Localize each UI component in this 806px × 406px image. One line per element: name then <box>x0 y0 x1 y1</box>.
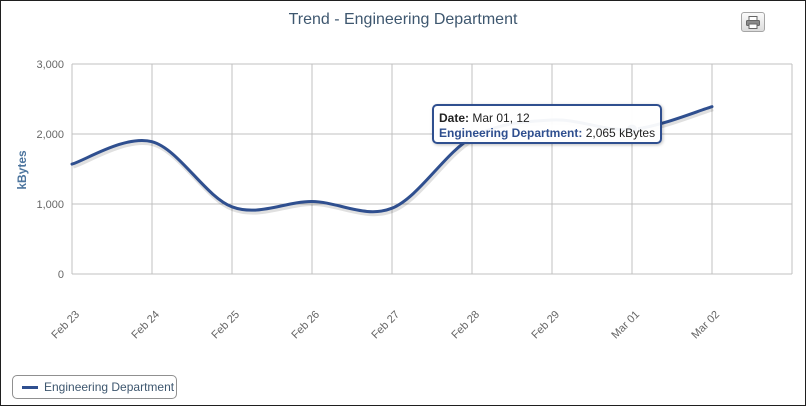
x-tick-label: Feb 28 <box>449 309 482 342</box>
print-button[interactable] <box>741 12 765 32</box>
x-tick-label: Feb 23 <box>49 309 82 342</box>
x-tick-label: Feb 24 <box>129 309 162 342</box>
legend-item-engineering-department[interactable]: Engineering Department <box>12 375 177 399</box>
y-tick-label: 1,000 <box>36 199 64 211</box>
tooltip-date-value: Mar 01, 12 <box>472 111 530 125</box>
tooltip: Date: Mar 01, 12 Engineering Department:… <box>432 104 662 144</box>
legend-swatch <box>22 386 38 389</box>
tooltip-value-row: Engineering Department: 2,065 kBytes <box>439 126 660 141</box>
tooltip-series-label: Engineering Department: <box>439 126 583 140</box>
x-tick-label: Feb 27 <box>369 309 402 342</box>
tooltip-date-label: Date: <box>439 111 470 125</box>
tooltip-date-row: Date: Mar 01, 12 <box>439 111 660 126</box>
y-tick-label: 2,000 <box>36 129 64 141</box>
x-tick-label: Feb 29 <box>529 309 562 342</box>
grid <box>71 63 793 275</box>
printer-icon <box>746 16 760 29</box>
legend-label: Engineering Department <box>44 380 175 394</box>
y-tick-label: 0 <box>58 269 64 281</box>
tooltip-value: 2,065 kBytes <box>585 126 656 140</box>
y-axis-label: kBytes <box>15 150 29 190</box>
x-tick-label: Feb 26 <box>289 309 322 342</box>
chart-title: Trend - Engineering Department <box>288 11 518 28</box>
x-axis-ticks: Feb 23 Feb 24 Feb 25 Feb 26 Feb 27 Feb 28 Feb … <box>49 309 722 342</box>
y-axis-ticks: 0 1,000 2,000 3,000 <box>36 59 64 281</box>
x-tick-label: Mar 01 <box>609 309 642 342</box>
y-tick-label: 3,000 <box>36 59 64 71</box>
x-tick-label: Feb 25 <box>209 309 242 342</box>
x-tick-label: Mar 02 <box>689 309 722 342</box>
